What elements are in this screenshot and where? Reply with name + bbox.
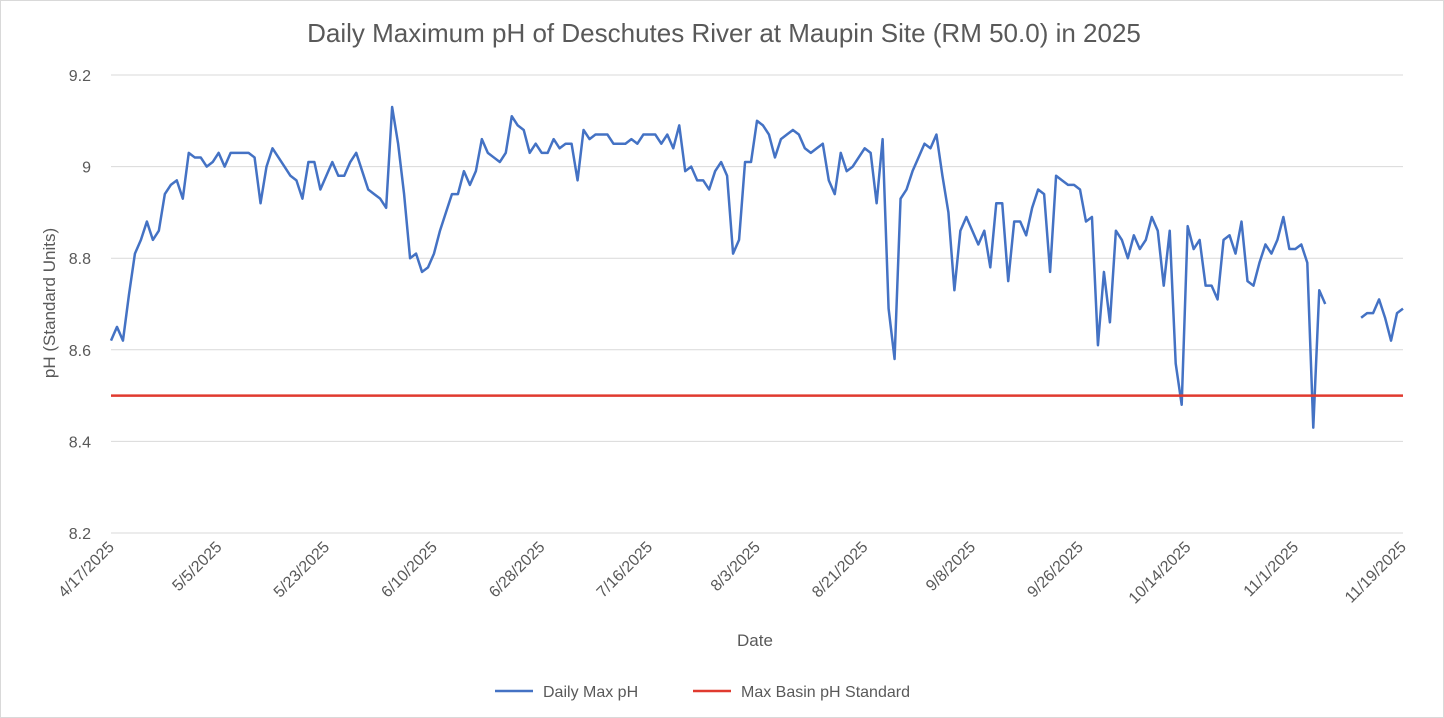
x-tick-label-4: 6/28/2025 bbox=[486, 539, 548, 601]
y-tick-label-0: 8.2 bbox=[69, 526, 91, 543]
legend-label-daily-max-ph: Daily Max pH bbox=[543, 684, 638, 701]
x-tick-label-8: 9/8/2025 bbox=[923, 539, 979, 595]
series-daily-max-ph-line-0 bbox=[109, 105, 1327, 429]
x-tick-label-12: 11/19/2025 bbox=[1342, 539, 1410, 607]
y-tick-label-4: 9 bbox=[82, 160, 91, 177]
x-tick-label-2: 5/23/2025 bbox=[271, 539, 333, 601]
chart-title: Daily Maximum pH of Deschutes River at M… bbox=[307, 18, 1141, 48]
y-tick-label-5: 9.2 bbox=[69, 68, 91, 85]
y-axis-ticks: 8.2 8.4 8.6 8.8 9 9.2 bbox=[69, 68, 91, 543]
x-axis-title: Date bbox=[737, 631, 773, 650]
y-tick-label-1: 8.4 bbox=[69, 434, 91, 451]
x-tick-label-6: 8/3/2025 bbox=[708, 539, 764, 595]
x-tick-label-5: 7/16/2025 bbox=[594, 539, 656, 601]
gridlines bbox=[111, 74, 1403, 534]
x-tick-label-0: 4/17/2025 bbox=[55, 539, 117, 601]
series-layer bbox=[109, 105, 1404, 429]
x-tick-label-9: 9/26/2025 bbox=[1024, 539, 1086, 601]
y-axis-title: pH (Standard Units) bbox=[40, 228, 59, 378]
x-tick-label-10: 10/14/2025 bbox=[1126, 539, 1195, 608]
x-axis-ticks: 4/17/2025 5/5/2025 5/23/2025 6/10/2025 6/28/… bbox=[55, 539, 1409, 608]
legend: Daily Max pH Max Basin pH Standard bbox=[495, 684, 910, 701]
legend-label-max-basin-ph-standard: Max Basin pH Standard bbox=[741, 684, 910, 701]
x-tick-label-11: 11/1/2025 bbox=[1241, 539, 1303, 601]
x-tick-label-7: 8/21/2025 bbox=[809, 539, 871, 601]
series-daily-max-ph-line-1 bbox=[1360, 298, 1404, 342]
y-tick-label-3: 8.8 bbox=[69, 251, 91, 268]
x-tick-label-3: 6/10/2025 bbox=[378, 539, 440, 601]
x-tick-label-1: 5/5/2025 bbox=[169, 539, 225, 595]
y-tick-label-2: 8.6 bbox=[69, 343, 91, 360]
